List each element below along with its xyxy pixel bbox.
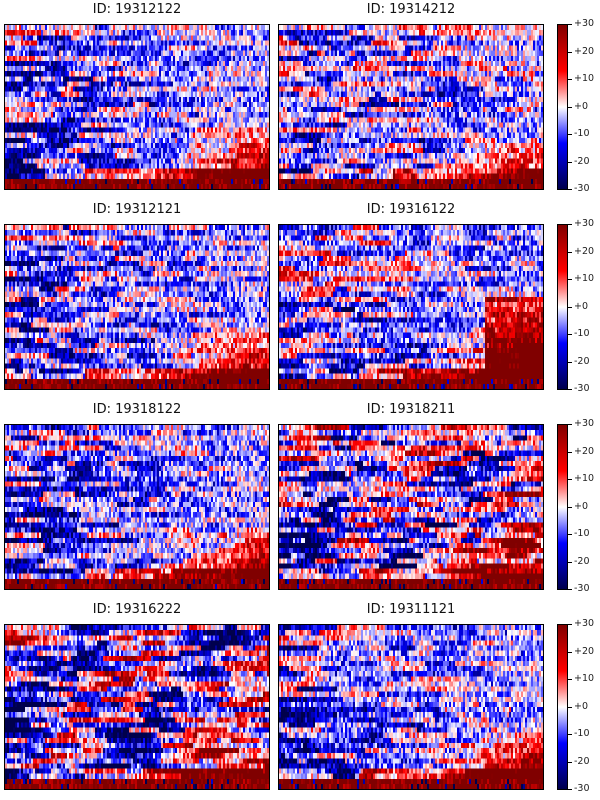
panel-title: ID: 19316222 xyxy=(92,602,182,617)
colorbar-tick-label: -10 xyxy=(574,128,590,139)
panel-title: ID: 19312122 xyxy=(92,2,182,17)
colorbar-tick-label: -10 xyxy=(574,328,590,339)
panel-title: ID: 19314212 xyxy=(366,2,456,17)
colorbar-tick-label: +20 xyxy=(574,646,595,657)
colorbar-tick-label: +20 xyxy=(574,446,595,457)
panel-title: ID: 19318122 xyxy=(92,402,182,417)
colorbar-tick-label: -30 xyxy=(574,783,590,794)
heatmap-panel xyxy=(4,224,270,390)
heatmap-panel xyxy=(278,424,544,590)
colorbar-tick xyxy=(568,79,572,80)
colorbar-tick xyxy=(568,424,572,425)
colorbar-tick-label: +10 xyxy=(574,673,595,684)
colorbar xyxy=(557,224,568,390)
colorbar-tick-label: -20 xyxy=(574,756,590,767)
colorbar-tick-label: -30 xyxy=(574,583,590,594)
colorbar-tick-label: +30 xyxy=(574,218,595,229)
colorbar-tick-label: +0 xyxy=(574,701,589,712)
panel-title: ID: 19311121 xyxy=(366,602,456,617)
colorbar-tick-label: -10 xyxy=(574,728,590,739)
colorbar-tick xyxy=(568,334,572,335)
panel-title: ID: 19318211 xyxy=(366,402,456,417)
colorbar-tick-label: +0 xyxy=(574,501,589,512)
colorbar-tick-label: -30 xyxy=(574,383,590,394)
heatmap-panel xyxy=(278,624,544,790)
colorbar-tick xyxy=(568,679,572,680)
colorbar-tick xyxy=(568,479,572,480)
heatmap-panel xyxy=(4,424,270,590)
colorbar-tick-label: +30 xyxy=(574,18,595,29)
colorbar-tick xyxy=(568,707,572,708)
colorbar-tick xyxy=(568,224,572,225)
panel-title: ID: 19316122 xyxy=(366,202,456,217)
colorbar-tick xyxy=(568,189,572,190)
colorbar-tick-label: +30 xyxy=(574,418,595,429)
colorbar-tick-label: -20 xyxy=(574,556,590,567)
colorbar xyxy=(557,424,568,590)
colorbar-tick xyxy=(568,24,572,25)
colorbar-tick-label: -20 xyxy=(574,156,590,167)
colorbar-tick xyxy=(568,589,572,590)
colorbar-tick xyxy=(568,252,572,253)
colorbar-tick xyxy=(568,562,572,563)
colorbar-tick xyxy=(568,452,572,453)
heatmap-panel xyxy=(278,224,544,390)
colorbar-tick-label: +30 xyxy=(574,618,595,629)
colorbar-tick xyxy=(568,107,572,108)
colorbar-tick-label: +10 xyxy=(574,73,595,84)
colorbar-tick xyxy=(568,307,572,308)
colorbar-tick xyxy=(568,624,572,625)
colorbar-tick xyxy=(568,734,572,735)
colorbar-tick xyxy=(568,362,572,363)
colorbar-tick-label: -20 xyxy=(574,356,590,367)
colorbar-tick-label: +0 xyxy=(574,101,589,112)
colorbar-tick xyxy=(568,162,572,163)
colorbar-tick xyxy=(568,507,572,508)
colorbar-tick xyxy=(568,279,572,280)
colorbar-tick-label: -30 xyxy=(574,183,590,194)
heatmap-panel xyxy=(4,624,270,790)
colorbar-tick-label: +20 xyxy=(574,46,595,57)
colorbar-tick-label: -10 xyxy=(574,528,590,539)
colorbar-tick-label: +0 xyxy=(574,301,589,312)
colorbar-tick-label: +10 xyxy=(574,273,595,284)
colorbar-tick xyxy=(568,389,572,390)
panel-title: ID: 19312121 xyxy=(92,202,182,217)
colorbar-tick xyxy=(568,134,572,135)
colorbar-tick xyxy=(568,652,572,653)
heatmap-panel xyxy=(278,24,544,190)
colorbar-tick-label: +10 xyxy=(574,473,595,484)
heatmap-panel xyxy=(4,24,270,190)
colorbar-tick xyxy=(568,534,572,535)
colorbar-tick xyxy=(568,52,572,53)
colorbar-tick xyxy=(568,762,572,763)
colorbar xyxy=(557,24,568,190)
colorbar-tick xyxy=(568,789,572,790)
colorbar-tick-label: +20 xyxy=(574,246,595,257)
colorbar xyxy=(557,624,568,790)
